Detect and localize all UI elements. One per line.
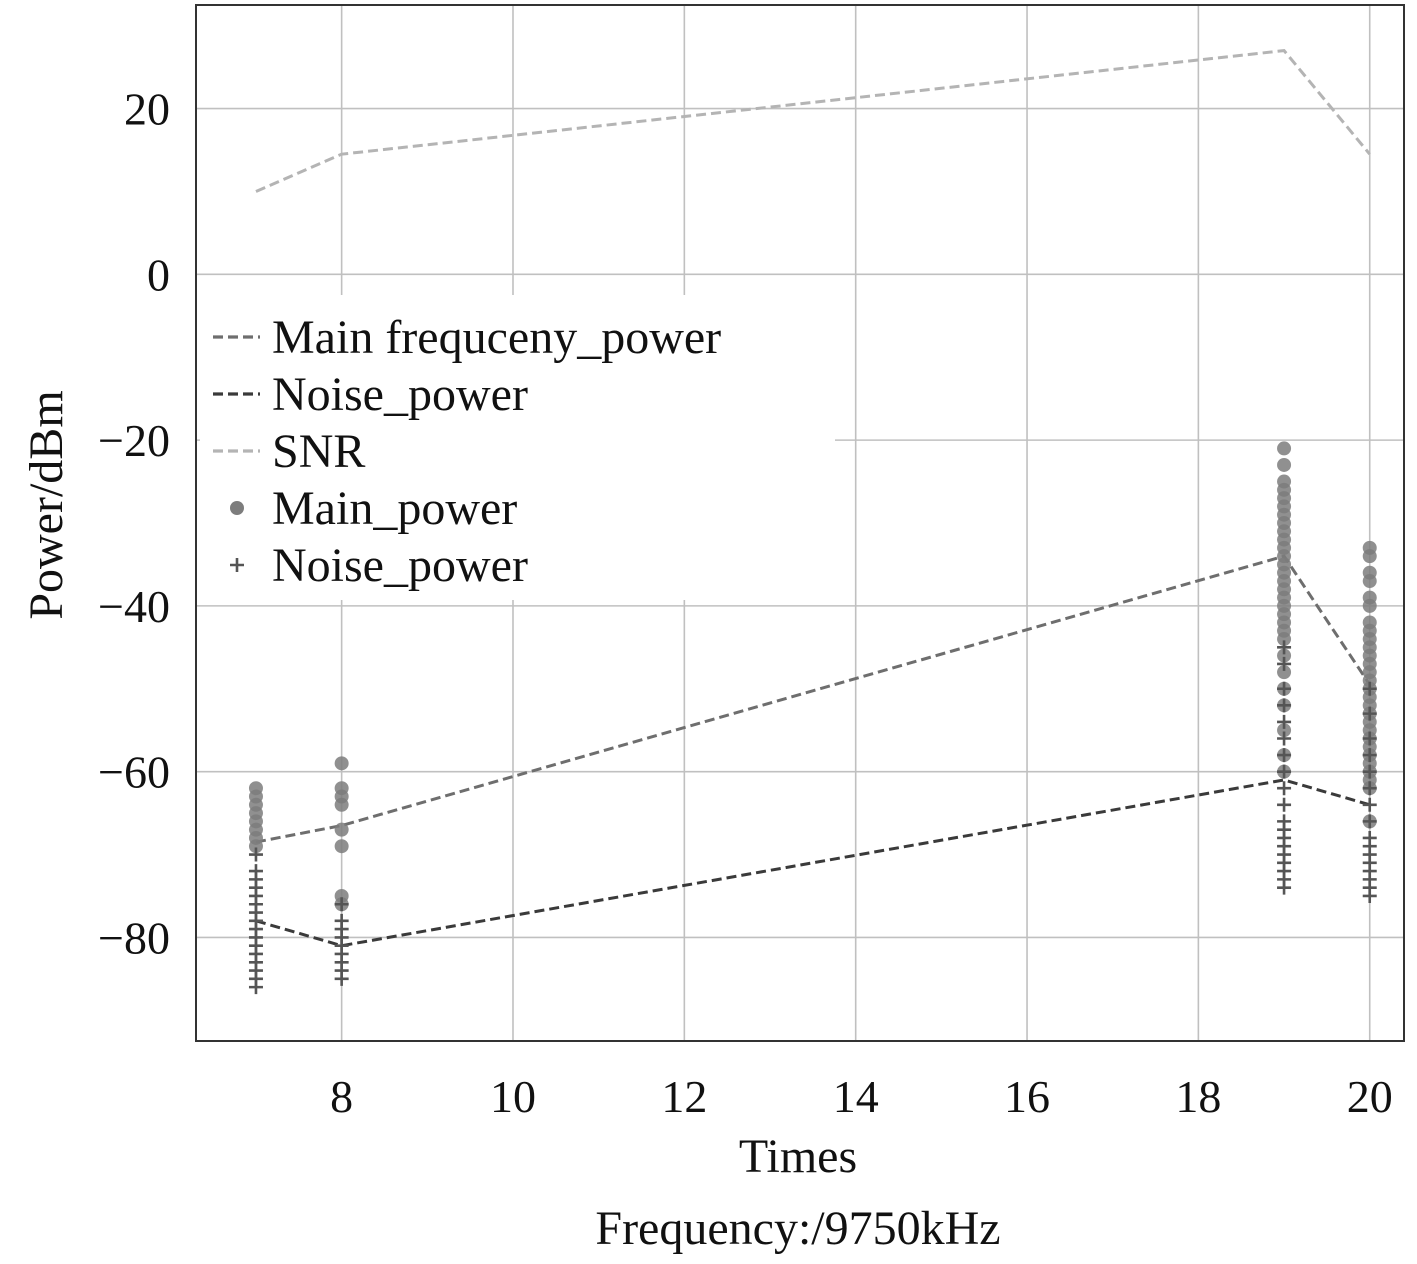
legend-circle-marker (230, 501, 244, 515)
y-tick-label: 0 (147, 249, 170, 300)
main-power-point (1277, 648, 1292, 663)
scatter-points (248, 441, 1377, 995)
noise-power-point (1277, 764, 1292, 779)
series-line-snr (255, 49, 1371, 193)
noise-power-point (1362, 797, 1377, 812)
noise-power-point (334, 971, 349, 986)
noise-power-point (1277, 714, 1292, 729)
main-power-point (334, 797, 349, 812)
axis-ticks: 8 10 12 14 16 18 20 20 0 −20 −40 −60 −80 (98, 84, 1393, 1122)
main-power-point (1277, 665, 1292, 680)
x-tick-label: 14 (833, 1071, 879, 1122)
y-tick-label: −20 (98, 415, 170, 466)
x-tick-label: 18 (1175, 1071, 1221, 1122)
noise-power-point (1362, 706, 1377, 721)
noise-power-point (1277, 656, 1292, 671)
legend-label: Noise_power (272, 368, 528, 421)
main-power-point (1277, 457, 1292, 472)
main-power-point (1362, 598, 1377, 613)
noise-power-point (248, 847, 263, 862)
noise-power-point (1362, 731, 1377, 746)
noise-power-point (1362, 888, 1377, 903)
x-tick-label: 10 (490, 1071, 536, 1122)
y-axis-label: Power/dBm (20, 390, 73, 619)
main-power-point (334, 822, 349, 837)
main-power-point (1362, 574, 1377, 589)
y-tick-label: 20 (124, 84, 170, 135)
noise-power-point (248, 980, 263, 995)
noise-power-point (1362, 681, 1377, 696)
main-power-point (334, 839, 349, 854)
legend: Main frequceny_powerNoise_powerSNRMain_p… (213, 311, 721, 592)
plot-frame (195, 4, 1405, 1042)
legend-entry: Noise_power (213, 368, 528, 421)
noise-power-point (1277, 797, 1292, 812)
legend-label: SNR (272, 425, 365, 478)
main-power-point (1277, 441, 1292, 456)
y-tick-label: −40 (98, 581, 170, 632)
x-tick-label: 20 (1347, 1071, 1393, 1122)
noise-power-point (1277, 880, 1292, 895)
main-power-point (248, 839, 263, 854)
x-tick-label: 8 (330, 1071, 353, 1122)
series-lines (255, 49, 1371, 948)
series-line-main-frequceny-power (255, 554, 1371, 844)
y-tick-label: −80 (98, 912, 170, 963)
noise-power-point (1277, 698, 1292, 713)
noise-power-point (1277, 640, 1292, 655)
legend-background (200, 295, 835, 600)
noise-power-point (1362, 764, 1377, 779)
x-tick-label: 16 (1004, 1071, 1050, 1122)
noise-power-point (1362, 781, 1377, 796)
legend-entry: SNR (213, 425, 365, 478)
legend-plus-marker (230, 558, 244, 572)
noise-power-point (334, 897, 349, 912)
legend-label: Main frequceny_power (272, 311, 721, 364)
noise-power-point (1277, 731, 1292, 746)
noise-power-point (1277, 681, 1292, 696)
main-power-point (1277, 723, 1292, 738)
legend-label: Noise_power (272, 539, 528, 592)
legend-entry: Main frequceny_power (213, 311, 721, 364)
legend-label: Main_power (272, 482, 517, 535)
noise-power-point (1362, 814, 1377, 829)
main-power-point (334, 756, 349, 771)
main-power-point (1362, 549, 1377, 564)
main-power-point (1277, 632, 1292, 647)
x-tick-label: 12 (661, 1071, 707, 1122)
noise-power-point (1277, 781, 1292, 796)
legend-entry: Main_power (230, 482, 517, 535)
noise-power-point (1277, 748, 1292, 763)
x-axis-label: Times (739, 1130, 857, 1183)
legend-entry: Noise_power (230, 539, 528, 592)
x-axis-sublabel: Frequency:/9750kHz (595, 1202, 1000, 1255)
noise-power-point (1362, 748, 1377, 763)
y-tick-label: −60 (98, 747, 170, 798)
